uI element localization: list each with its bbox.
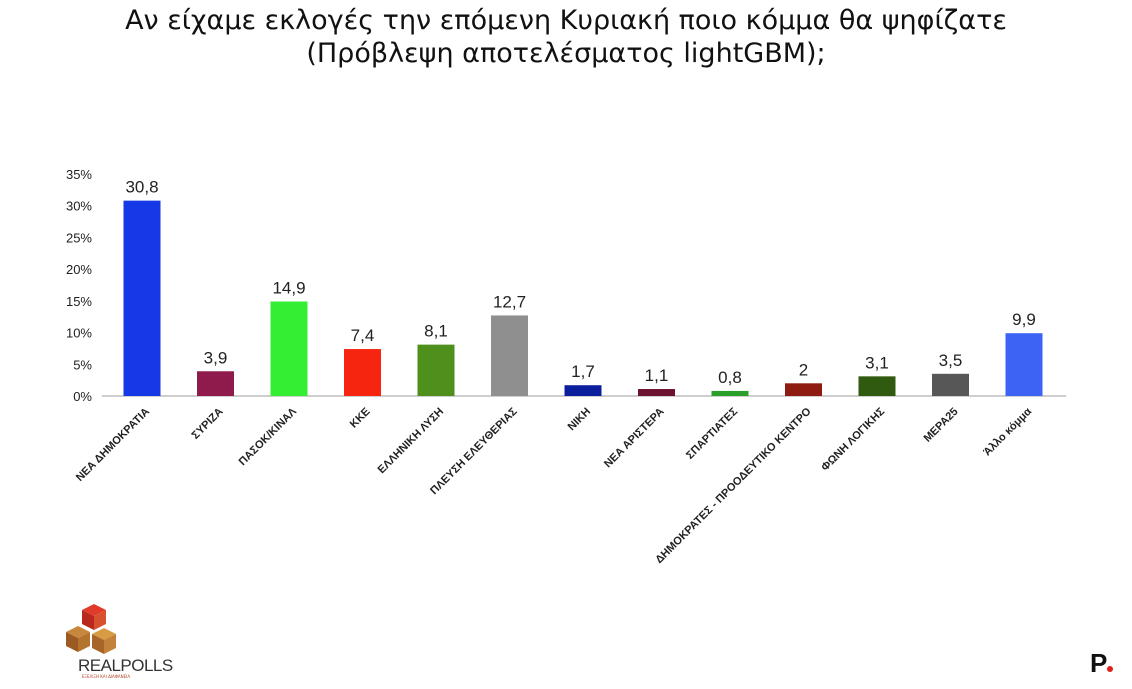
x-tick-label: ΕΛΛΗΝΙΚΗ ΛΥΣΗ	[376, 406, 447, 477]
x-tick-label: ΝΙΚΗ	[566, 406, 594, 434]
y-tick-label: 15%	[66, 294, 92, 309]
y-tick-label: 20%	[66, 262, 92, 277]
realpolls-tagline: ΕΞΕΛΙΞΗ ΚΑΙ ΔΙΑΦΑΝΕΙΑ	[82, 674, 131, 679]
chart-title: Αν είχαμε εκλογές την επόμενη Κυριακή πο…	[0, 4, 1132, 70]
x-tick-label: ΝΕΑ ΑΡΙΣΤΕΡΑ	[602, 406, 667, 471]
realpolls-wordmark: REALPOLLS	[78, 656, 173, 675]
realpolls-logo: REALPOLLS ΕΞΕΛΙΞΗ ΚΑΙ ΔΙΑΦΑΝΕΙΑ	[52, 600, 173, 680]
bar	[270, 301, 308, 396]
bar	[1005, 333, 1043, 396]
bar	[491, 315, 528, 396]
chart-title-line-2: (Πρόβλεψη αποτελέσματος lightGBM);	[306, 38, 826, 69]
bar	[638, 389, 675, 396]
y-tick-label: 35%	[66, 167, 92, 182]
x-tick-label: ΠΑΣΟΚ/ΚΙΝΑΛ	[237, 405, 300, 468]
bar	[417, 344, 455, 396]
y-tick-label: 5%	[73, 357, 92, 372]
data-label: 9,9	[1012, 310, 1036, 329]
y-tick-label: 30%	[66, 199, 92, 214]
x-tick-label: ΚΚΕ	[348, 406, 373, 431]
data-label: 1,1	[645, 366, 669, 385]
data-label: 30,8	[125, 178, 158, 197]
x-tick-label: ΝΕΑ ΔΗΜΟΚΡΑΤΙΑ	[74, 406, 152, 484]
bar	[711, 390, 749, 396]
data-label: 1,7	[571, 362, 595, 381]
y-tick-label: 25%	[66, 230, 92, 245]
data-label: 7,4	[351, 326, 375, 345]
x-tick-label: Άλλο κόμμα	[981, 405, 1034, 458]
data-label: 0,8	[718, 368, 742, 387]
data-label: 12,7	[493, 292, 526, 311]
x-tick-label: ΦΩΝΗ ΛΟΓΙΚΗΣ	[819, 405, 887, 473]
bar	[344, 349, 381, 396]
bar	[197, 371, 234, 396]
data-label: 3,9	[204, 348, 228, 367]
data-label: 8,1	[424, 322, 448, 341]
data-label: 2	[799, 360, 808, 379]
x-tick-label: ΣΥΡΙΖΑ	[190, 406, 226, 442]
bar	[858, 376, 896, 396]
bar	[932, 373, 969, 396]
x-tick-label: ΠΛΕΥΣΗ ΕΛΕΥΘΕΡΙΑΣ	[428, 405, 520, 497]
publisher-logo: P	[1090, 648, 1108, 678]
y-tick-label: 10%	[66, 326, 92, 341]
publisher-logo-dot	[1107, 666, 1113, 672]
x-tick-label: ΣΠΑΡΤΙΑΤΕΣ	[684, 405, 740, 461]
x-tick-label: ΔΗΜΟΚΡΑΤΕΣ - ΠΡΟΟΔΕΥΤΙΚΟ ΚΕΝΤΡΟ	[653, 405, 814, 566]
data-label: 3,5	[939, 351, 963, 370]
chart-title-line-1: Αν είχαμε εκλογές την επόμενη Κυριακή πο…	[125, 5, 1007, 36]
bar	[564, 385, 602, 396]
x-tick-label: ΜΕΡΑ25	[922, 406, 961, 445]
bar	[785, 383, 822, 396]
data-label: 14,9	[272, 278, 305, 297]
data-label: 3,1	[865, 353, 889, 372]
realpolls-cube-icon	[66, 604, 116, 654]
bar	[123, 200, 161, 396]
y-tick-label: 0%	[73, 389, 92, 404]
